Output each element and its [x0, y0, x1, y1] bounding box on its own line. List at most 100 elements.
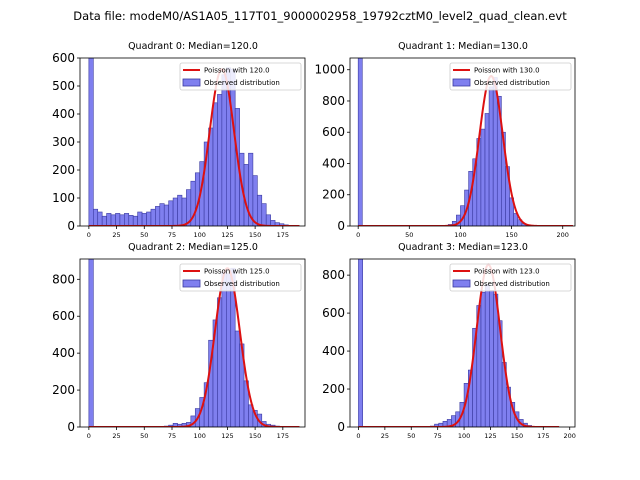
histogram-bar [150, 208, 156, 226]
y-tick-label: 400 [322, 344, 345, 358]
histogram-bar [163, 204, 169, 226]
quadrant-0-title: Quadrant 0: Median=120.0 [128, 41, 258, 52]
quadrant-3-legend: Poisson with 123.0 Observed distribution [449, 263, 572, 292]
x-tick-label: 75 [434, 432, 442, 440]
y-tick-label: 0 [337, 420, 345, 434]
y-tick-label: 200 [52, 163, 75, 177]
quadrant-3-title: Quadrant 3: Median=123.0 [398, 242, 528, 253]
histogram-bar [128, 215, 134, 226]
y-tick-label: 200 [322, 188, 345, 202]
quadrant-2-title: Quadrant 2: Median=125.0 [128, 242, 258, 253]
quadrant-0-legend: Poisson with 120.0 Observed distribution [179, 62, 302, 91]
x-tick-label: 25 [381, 432, 389, 440]
histogram-bar [217, 94, 223, 226]
x-tick-label: 150 [249, 231, 261, 239]
histogram-bar [221, 271, 227, 427]
plot-area [88, 259, 300, 427]
x-tick-label: 200 [564, 432, 576, 440]
legend-frame [449, 62, 572, 91]
quadrant-0-panel: Quadrant 0: Median=120.0 0 25 50 75 100 125 15… [52, 41, 306, 239]
y-tick-label: 600 [322, 306, 345, 320]
y-tick-label: 200 [322, 382, 345, 396]
histogram-bar [265, 214, 271, 226]
y-tick-label: 400 [52, 346, 75, 360]
histogram-bar [155, 206, 161, 226]
x-tick-label: 100 [193, 231, 205, 239]
histogram-bar [137, 211, 143, 226]
histogram-bar [480, 128, 486, 226]
axes-frame [349, 258, 576, 428]
x-tick-label: 200 [557, 231, 569, 239]
histogram-bar [208, 127, 214, 226]
histogram-bar [115, 213, 121, 226]
x-tick-label: 125 [221, 432, 233, 440]
x-tick-label: 50 [407, 432, 415, 440]
histogram-bar [212, 102, 218, 226]
histogram-bar [101, 215, 107, 226]
x-tick-label: 75 [168, 432, 176, 440]
legend-observed-label: Observed distribution [474, 280, 550, 288]
histogram-bar [93, 208, 99, 226]
histogram-bar [480, 291, 486, 427]
y-tick-label: 0 [67, 420, 75, 434]
y-tick-label: 800 [52, 272, 75, 286]
plot-area [358, 259, 560, 427]
histogram-bar [88, 259, 94, 427]
histogram-bar [488, 86, 494, 226]
histogram-bar [181, 197, 187, 226]
y-tick-label: 100 [52, 191, 75, 205]
histogram-bar [168, 200, 174, 226]
y-tick-label: 600 [322, 125, 345, 139]
x-tick-label: 0 [87, 432, 91, 440]
histogram-bar [106, 213, 112, 226]
x-tick-label: 50 [140, 432, 148, 440]
legend-observed-label: Observed distribution [204, 79, 280, 87]
x-tick-label: 125 [484, 432, 496, 440]
histogram-bar [172, 197, 178, 226]
axes-frame [349, 57, 576, 227]
y-tick-label: 800 [322, 268, 345, 282]
figure-suptitle: Data file: modeM0/AS1A05_117T01_90000029… [73, 9, 567, 23]
x-tick-label: 25 [112, 231, 120, 239]
histogram-bar [492, 77, 498, 226]
y-tick-label: 300 [52, 135, 75, 149]
histogram-bar [489, 290, 494, 427]
histogram-bar [226, 273, 232, 427]
histogram-bar [110, 214, 116, 226]
y-tick-label: 0 [337, 219, 345, 233]
x-tick-label: 175 [277, 231, 289, 239]
x-tick-label: 175 [537, 432, 549, 440]
x-tick-label: 50 [140, 231, 148, 239]
legend-observed-label: Observed distribution [474, 79, 550, 87]
legend-observed-swatch [452, 78, 471, 87]
histogram-bar [252, 175, 258, 226]
quadrant-3-panel: Quadrant 3: Median=123.0 0 25 50 75 100 125 15… [322, 242, 576, 440]
legend-poisson-label: Poisson with 123.0 [474, 268, 540, 276]
x-tick-label: 0 [87, 231, 91, 239]
quadrant-2-panel: Quadrant 2: Median=125.0 0 25 50 75 100 125 15… [52, 242, 306, 440]
legend-observed-swatch [182, 279, 201, 288]
histogram-bar [88, 58, 94, 226]
y-tick-label: 1000 [314, 63, 345, 77]
histogram-bar [177, 194, 183, 226]
x-tick-label: 150 [249, 432, 261, 440]
histogram-bar [124, 213, 130, 226]
plot-area [357, 58, 573, 226]
histogram-bar [230, 68, 236, 226]
x-tick-label: 50 [405, 231, 413, 239]
quadrant-1-title: Quadrant 1: Median=130.0 [398, 41, 528, 52]
histogram-bar [484, 284, 490, 427]
histogram-bar [261, 203, 267, 226]
histogram-bar [493, 293, 499, 427]
x-tick-label: 100 [454, 231, 466, 239]
x-tick-label: 100 [193, 432, 205, 440]
histogram-bar [97, 211, 103, 226]
axes-frame [79, 258, 306, 428]
x-tick-label: 0 [356, 432, 360, 440]
legend-observed-swatch [452, 279, 471, 288]
legend-observed-label: Observed distribution [204, 280, 280, 288]
x-tick-label: 0 [356, 231, 360, 239]
legend-frame [179, 263, 302, 292]
y-tick-label: 400 [52, 107, 75, 121]
